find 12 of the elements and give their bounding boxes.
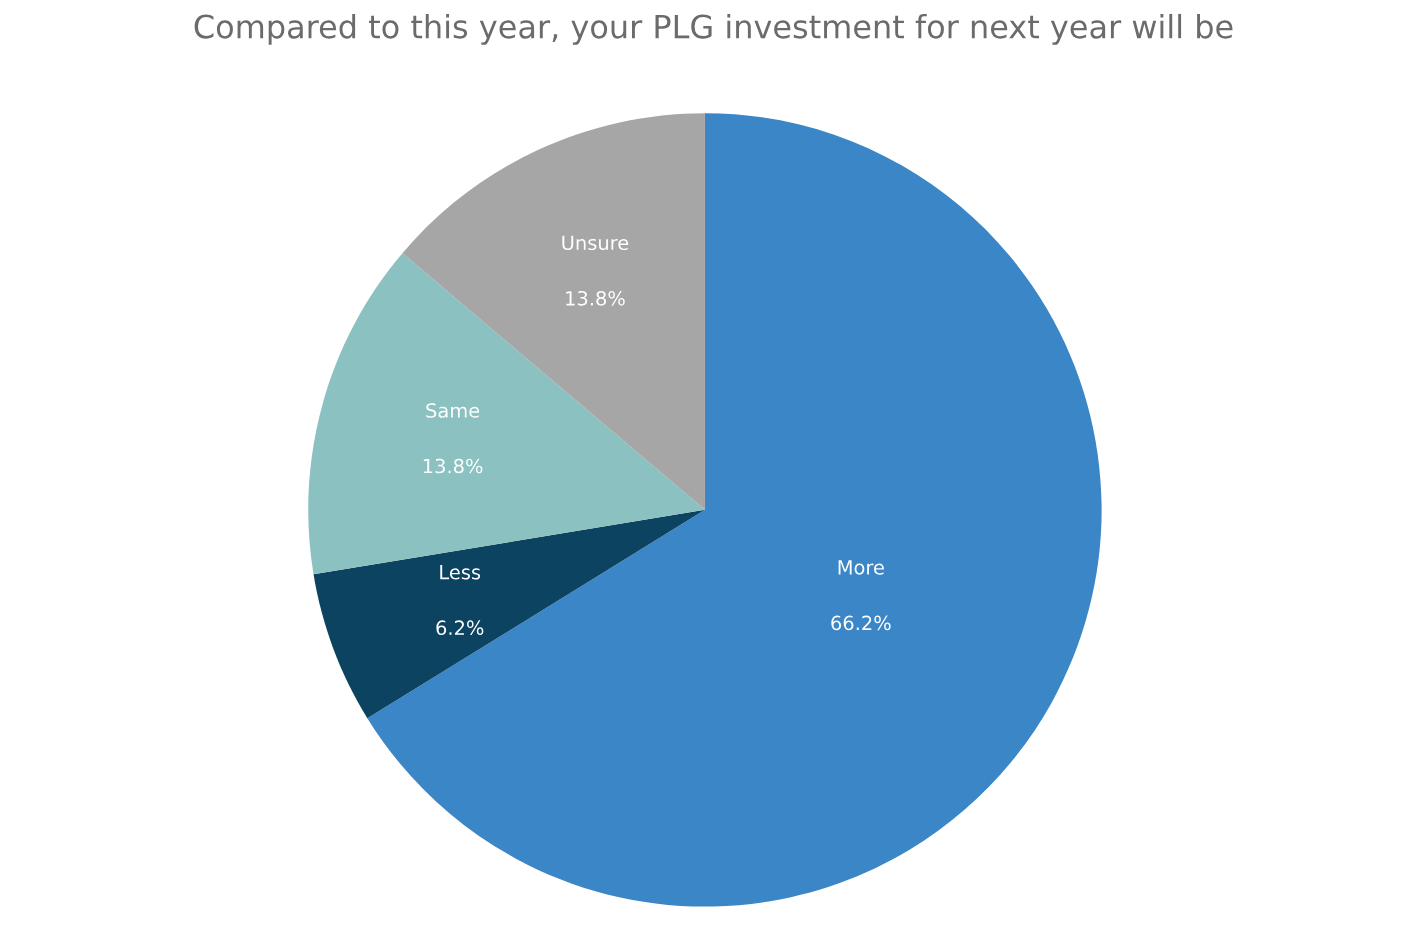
data-label: 66.2% [831,615,891,631]
slice-label: Unsure [562,235,629,251]
data-label: 13.8% [423,458,483,474]
pie-slice [367,113,1102,907]
data-label: 6.2% [436,620,484,636]
data-label: 13.8% [566,290,625,306]
slice-label: Less [440,565,481,580]
slice-label: Same [426,403,480,418]
pie-slice [313,509,705,719]
pie-slice [402,113,705,510]
chart-title: Compared to this year, your PLG investment for next year will be [194,13,1233,45]
slice-label: More [838,560,884,575]
